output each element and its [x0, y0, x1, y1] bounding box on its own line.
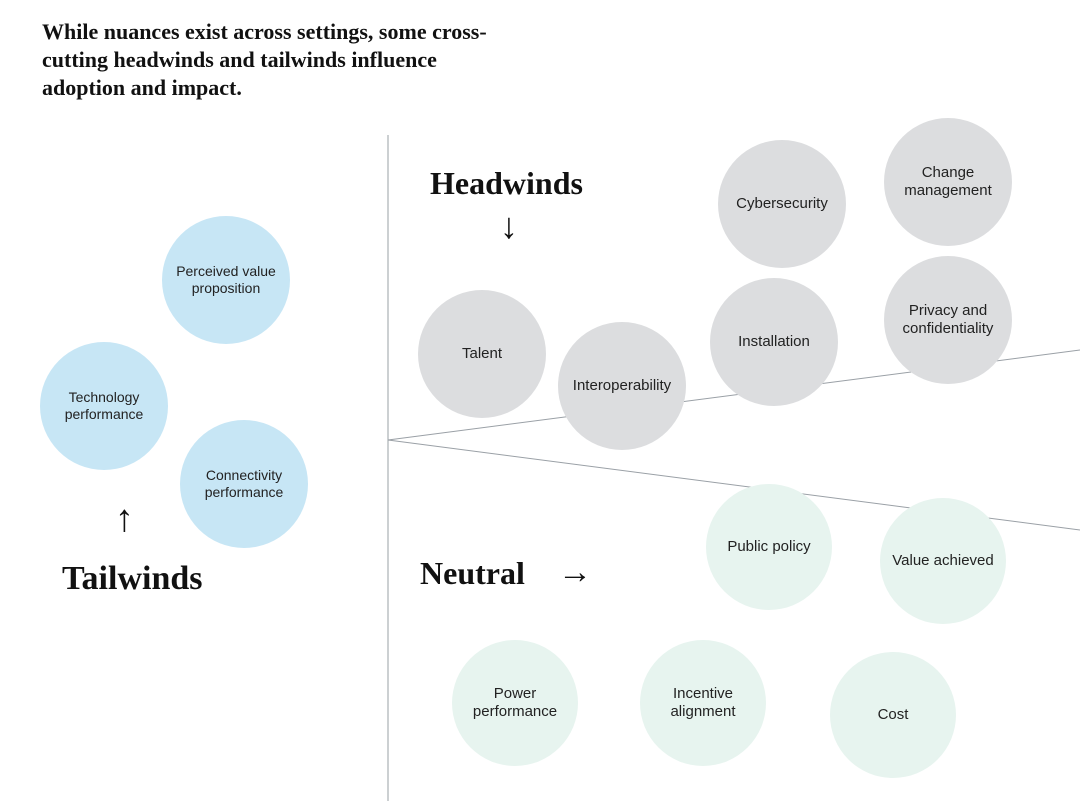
bubble-neutral: Power performance: [452, 640, 578, 766]
bubble-neutral: Incentive alignment: [640, 640, 766, 766]
bubble-tailwinds: Perceived value proposition: [162, 216, 290, 344]
arrow-up-icon: ↑: [115, 500, 134, 538]
arrow-down-icon: ↓: [500, 208, 518, 244]
arrow-right-icon: →: [558, 555, 592, 589]
bubble-tailwinds: Connectivity performance: [180, 420, 308, 548]
bubble-neutral: Public policy: [706, 484, 832, 610]
bubble-headwinds: Cybersecurity: [718, 140, 846, 268]
page-title: While nuances exist across settings, som…: [42, 18, 502, 102]
bubble-tailwinds: Technology performance: [40, 342, 168, 470]
diagram-stage: While nuances exist across settings, som…: [0, 0, 1080, 801]
headwinds-label: Headwinds: [430, 165, 583, 202]
bubble-neutral: Cost: [830, 652, 956, 778]
bubble-headwinds: Talent: [418, 290, 546, 418]
bubble-neutral: Value achieved: [880, 498, 1006, 624]
neutral-label: Neutral: [420, 555, 525, 592]
bubble-headwinds: Change management: [884, 118, 1012, 246]
tailwinds-label: Tailwinds: [62, 560, 203, 598]
bubble-headwinds: Interoperability: [558, 322, 686, 450]
bubble-headwinds: Privacy and confidentiality: [884, 256, 1012, 384]
bubble-headwinds: Installation: [710, 278, 838, 406]
